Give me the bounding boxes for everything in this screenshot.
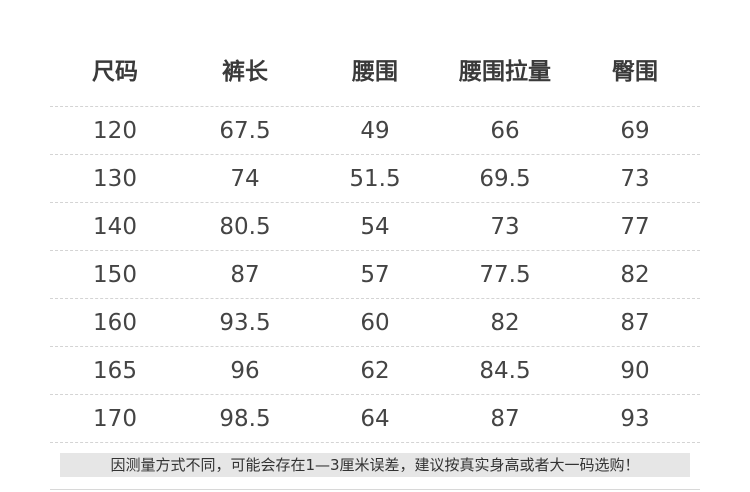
table-cell: 96 xyxy=(230,358,260,384)
table-cell: 82 xyxy=(620,262,650,288)
column-header: 臀围 xyxy=(612,59,658,85)
table-cell: 150 xyxy=(93,262,137,288)
table-cell: 130 xyxy=(93,166,137,192)
table-cell: 87 xyxy=(620,310,650,336)
table-cell: 60 xyxy=(360,310,390,336)
measurement-note: 因测量方式不同，可能会存在1—3厘米误差，建议按真实身高或者大一码选购！ xyxy=(60,453,690,477)
row-divider xyxy=(50,202,700,203)
row-divider xyxy=(50,346,700,347)
table-cell: 74 xyxy=(230,166,260,192)
table-row: 165 96 62 84.5 90 xyxy=(50,347,700,395)
table-row: 150 87 57 77.5 82 xyxy=(50,251,700,299)
column-header: 腰围拉量 xyxy=(459,59,551,85)
column-header: 裤长 xyxy=(222,59,268,85)
table-cell: 69.5 xyxy=(479,166,531,192)
table-cell: 73 xyxy=(620,166,650,192)
bottom-divider xyxy=(50,489,700,490)
table-cell: 170 xyxy=(93,406,137,432)
table-cell: 64 xyxy=(360,406,390,432)
table-cell: 73 xyxy=(490,214,520,240)
table-cell: 49 xyxy=(360,118,390,144)
table-cell: 77.5 xyxy=(479,262,531,288)
table-cell: 120 xyxy=(93,118,137,144)
header-row: 尺码 裤长 腰围 腰围拉量 臀围 xyxy=(50,48,700,96)
row-divider xyxy=(50,394,700,395)
table-cell: 93.5 xyxy=(219,310,271,336)
table-cell: 93 xyxy=(620,406,650,432)
table-cell: 87 xyxy=(490,406,520,432)
table-cell: 67.5 xyxy=(219,118,271,144)
table-cell: 87 xyxy=(230,262,260,288)
table-cell: 51.5 xyxy=(349,166,401,192)
table-cell: 90 xyxy=(620,358,650,384)
table-cell: 140 xyxy=(93,214,137,240)
row-divider xyxy=(50,298,700,299)
table-cell: 77 xyxy=(620,214,650,240)
table-cell: 62 xyxy=(360,358,390,384)
table-cell: 165 xyxy=(93,358,137,384)
column-header: 尺码 xyxy=(92,59,138,85)
table-row: 160 93.5 60 82 87 xyxy=(50,299,700,347)
table-cell: 160 xyxy=(93,310,137,336)
table-cell: 84.5 xyxy=(479,358,531,384)
row-divider xyxy=(50,106,700,107)
table-cell: 82 xyxy=(490,310,520,336)
table-cell: 98.5 xyxy=(219,406,271,432)
table-row: 130 74 51.5 69.5 73 xyxy=(50,155,700,203)
table-row: 140 80.5 54 73 77 xyxy=(50,203,700,251)
table-cell: 69 xyxy=(620,118,650,144)
table-row: 170 98.5 64 87 93 xyxy=(50,395,700,443)
table-row: 120 67.5 49 66 69 xyxy=(50,107,700,155)
table-cell: 66 xyxy=(490,118,520,144)
table-cell: 57 xyxy=(360,262,390,288)
row-divider xyxy=(50,442,700,443)
table-cell: 54 xyxy=(360,214,390,240)
row-divider xyxy=(50,154,700,155)
row-divider xyxy=(50,250,700,251)
table-cell: 80.5 xyxy=(219,214,271,240)
column-header: 腰围 xyxy=(352,59,398,85)
